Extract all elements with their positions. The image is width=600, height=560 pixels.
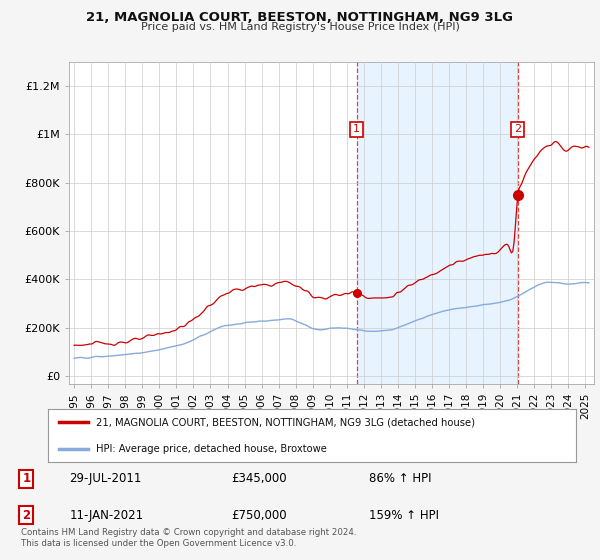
Bar	[356, 62, 518, 384]
Text: 21, MAGNOLIA COURT, BEESTON, NOTTINGHAM, NG9 3LG: 21, MAGNOLIA COURT, BEESTON, NOTTINGHAM,…	[86, 11, 514, 24]
Text: HPI: Average price, detached house, Broxtowe: HPI: Average price, detached house, Brox…	[95, 444, 326, 454]
Text: 1: 1	[353, 124, 360, 134]
Text: 86% ↑ HPI: 86% ↑ HPI	[369, 473, 431, 486]
Text: 159% ↑ HPI: 159% ↑ HPI	[369, 508, 439, 521]
Text: 1: 1	[22, 473, 31, 486]
Text: £345,000: £345,000	[231, 473, 287, 486]
Text: £750,000: £750,000	[231, 508, 287, 521]
Text: Price paid vs. HM Land Registry's House Price Index (HPI): Price paid vs. HM Land Registry's House …	[140, 22, 460, 32]
Text: 2: 2	[22, 508, 31, 521]
Text: 11-JAN-2021: 11-JAN-2021	[70, 508, 144, 521]
Text: 29-JUL-2011: 29-JUL-2011	[70, 473, 142, 486]
Text: 2: 2	[514, 124, 521, 134]
Text: 21, MAGNOLIA COURT, BEESTON, NOTTINGHAM, NG9 3LG (detached house): 21, MAGNOLIA COURT, BEESTON, NOTTINGHAM,…	[95, 417, 475, 427]
Text: Contains HM Land Registry data © Crown copyright and database right 2024.
This d: Contains HM Land Registry data © Crown c…	[21, 528, 356, 548]
